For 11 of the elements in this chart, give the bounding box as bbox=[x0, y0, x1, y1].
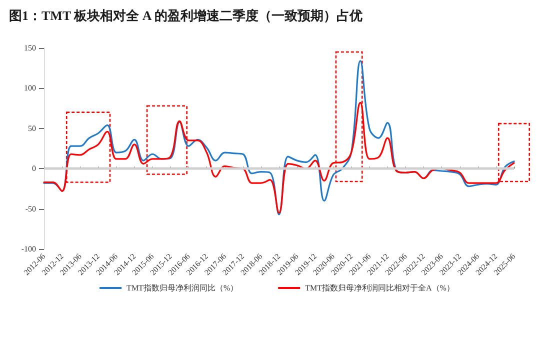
legend-label: TMT指数归母净利润同比相对于全A（%） bbox=[305, 284, 454, 292]
line-series bbox=[43, 60, 515, 216]
y-tick-label: -50 bbox=[25, 204, 36, 214]
y-tick-label: 100 bbox=[24, 84, 36, 93]
legend-label: TMT指数归母净利润同比（%） bbox=[126, 284, 238, 292]
y-tick-label: 150 bbox=[24, 44, 36, 52]
y-tick-label: -100 bbox=[21, 244, 36, 254]
y-tick-label: 0 bbox=[32, 164, 36, 174]
y-tick-label: 50 bbox=[28, 124, 36, 133]
chart-title: 图1：TMT 板块相对全 A 的盈利增速二季度（一致预期）占优 bbox=[9, 8, 362, 23]
line-series bbox=[43, 102, 515, 214]
